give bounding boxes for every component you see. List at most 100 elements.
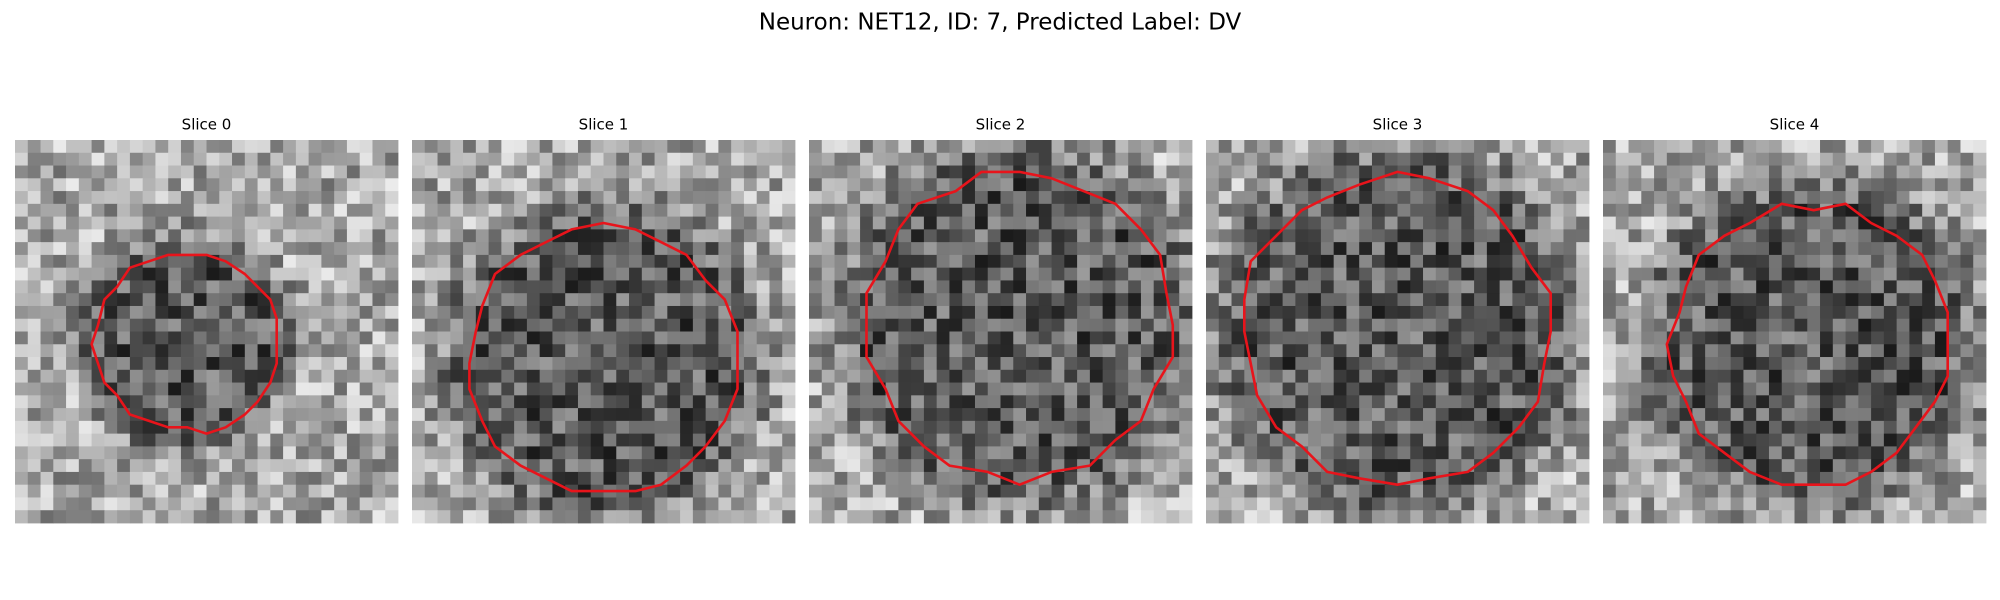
pixel	[1231, 293, 1245, 307]
pixel	[78, 280, 92, 294]
pixel	[1666, 152, 1680, 166]
pixel	[1537, 191, 1552, 205]
pixel	[295, 280, 310, 294]
pixel	[1269, 254, 1283, 269]
pixel	[1295, 331, 1309, 345]
pixel	[244, 357, 258, 371]
pixel	[321, 510, 335, 524]
pixel	[1807, 267, 1821, 281]
pixel	[372, 203, 386, 217]
pixel	[1282, 165, 1296, 179]
pixel	[1397, 510, 1411, 524]
pixel	[1397, 191, 1411, 205]
pixel	[1282, 357, 1296, 371]
pixel	[1435, 229, 1449, 243]
pixel	[692, 408, 707, 422]
pixel	[1397, 344, 1411, 358]
pixel	[27, 165, 41, 179]
pixel	[974, 254, 989, 269]
pixel	[1359, 331, 1373, 345]
pixel	[1947, 191, 1961, 205]
pixel	[1717, 216, 1732, 230]
pixel	[692, 165, 707, 179]
pixel	[1153, 395, 1167, 409]
pixel	[450, 254, 464, 269]
pixel	[27, 510, 41, 524]
pixel	[1705, 497, 1719, 511]
pixel	[539, 497, 553, 511]
pixel	[1435, 459, 1449, 473]
pixel	[1026, 510, 1040, 524]
pixel	[1128, 203, 1142, 217]
pixel	[629, 344, 643, 358]
pixel	[129, 152, 144, 166]
pixel	[1206, 497, 1220, 511]
pixel	[488, 242, 502, 256]
pixel	[1934, 331, 1949, 345]
pixel	[372, 242, 386, 256]
pixel	[526, 344, 541, 358]
pixel	[1486, 267, 1501, 281]
pixel	[1423, 152, 1437, 166]
pixel	[1333, 140, 1347, 154]
pixel	[1244, 433, 1258, 447]
pixel	[1679, 497, 1693, 511]
pixel	[1077, 408, 1091, 422]
pixel	[1781, 280, 1795, 294]
pixel	[1832, 331, 1846, 345]
pixel	[769, 152, 783, 166]
pixel	[1448, 140, 1462, 154]
pixel	[731, 471, 745, 486]
pixel	[743, 344, 758, 358]
pixel	[1435, 395, 1449, 409]
pixel	[949, 369, 963, 383]
pixel	[117, 331, 131, 345]
pixel	[1051, 331, 1065, 345]
cell-contour	[865, 170, 1175, 487]
pixel	[1705, 165, 1719, 179]
pixel	[501, 510, 515, 524]
pixel	[756, 484, 770, 498]
pixel	[117, 497, 131, 511]
pixel	[1026, 280, 1040, 294]
pixel	[1013, 305, 1027, 320]
pixel	[27, 216, 41, 230]
pixel	[1346, 382, 1360, 396]
pixel	[756, 382, 770, 396]
pixel	[1909, 497, 1923, 511]
pixel	[898, 395, 912, 409]
pixel	[372, 433, 386, 447]
pixel	[514, 408, 528, 422]
pixel	[1269, 433, 1283, 447]
pixel	[1615, 203, 1629, 217]
pixel	[590, 446, 604, 460]
pixel	[1038, 140, 1052, 154]
pixel	[1153, 331, 1167, 345]
pixel	[718, 395, 732, 409]
pixel	[1000, 459, 1014, 473]
pixel	[641, 216, 655, 230]
pixel	[1089, 471, 1104, 486]
pixel	[1563, 318, 1577, 332]
pixel	[705, 165, 719, 179]
pixel	[654, 459, 668, 473]
pixel	[475, 254, 489, 269]
pixel	[27, 420, 41, 435]
pixel	[1666, 267, 1680, 281]
pixel	[1346, 459, 1360, 473]
pixel	[1973, 254, 1987, 269]
pixel	[1730, 140, 1744, 154]
pixel	[1231, 242, 1245, 256]
pixel	[463, 484, 477, 498]
pixel	[809, 242, 823, 256]
pixel	[359, 459, 373, 473]
pixel	[1089, 267, 1104, 281]
pixel	[1768, 344, 1783, 358]
pixel	[1781, 191, 1795, 205]
pixel	[1206, 331, 1220, 345]
pixel	[40, 216, 54, 230]
panel-title: Slice 4	[1770, 116, 1820, 134]
pixel	[385, 420, 399, 435]
pixel	[1781, 446, 1795, 460]
pixel	[565, 216, 579, 230]
